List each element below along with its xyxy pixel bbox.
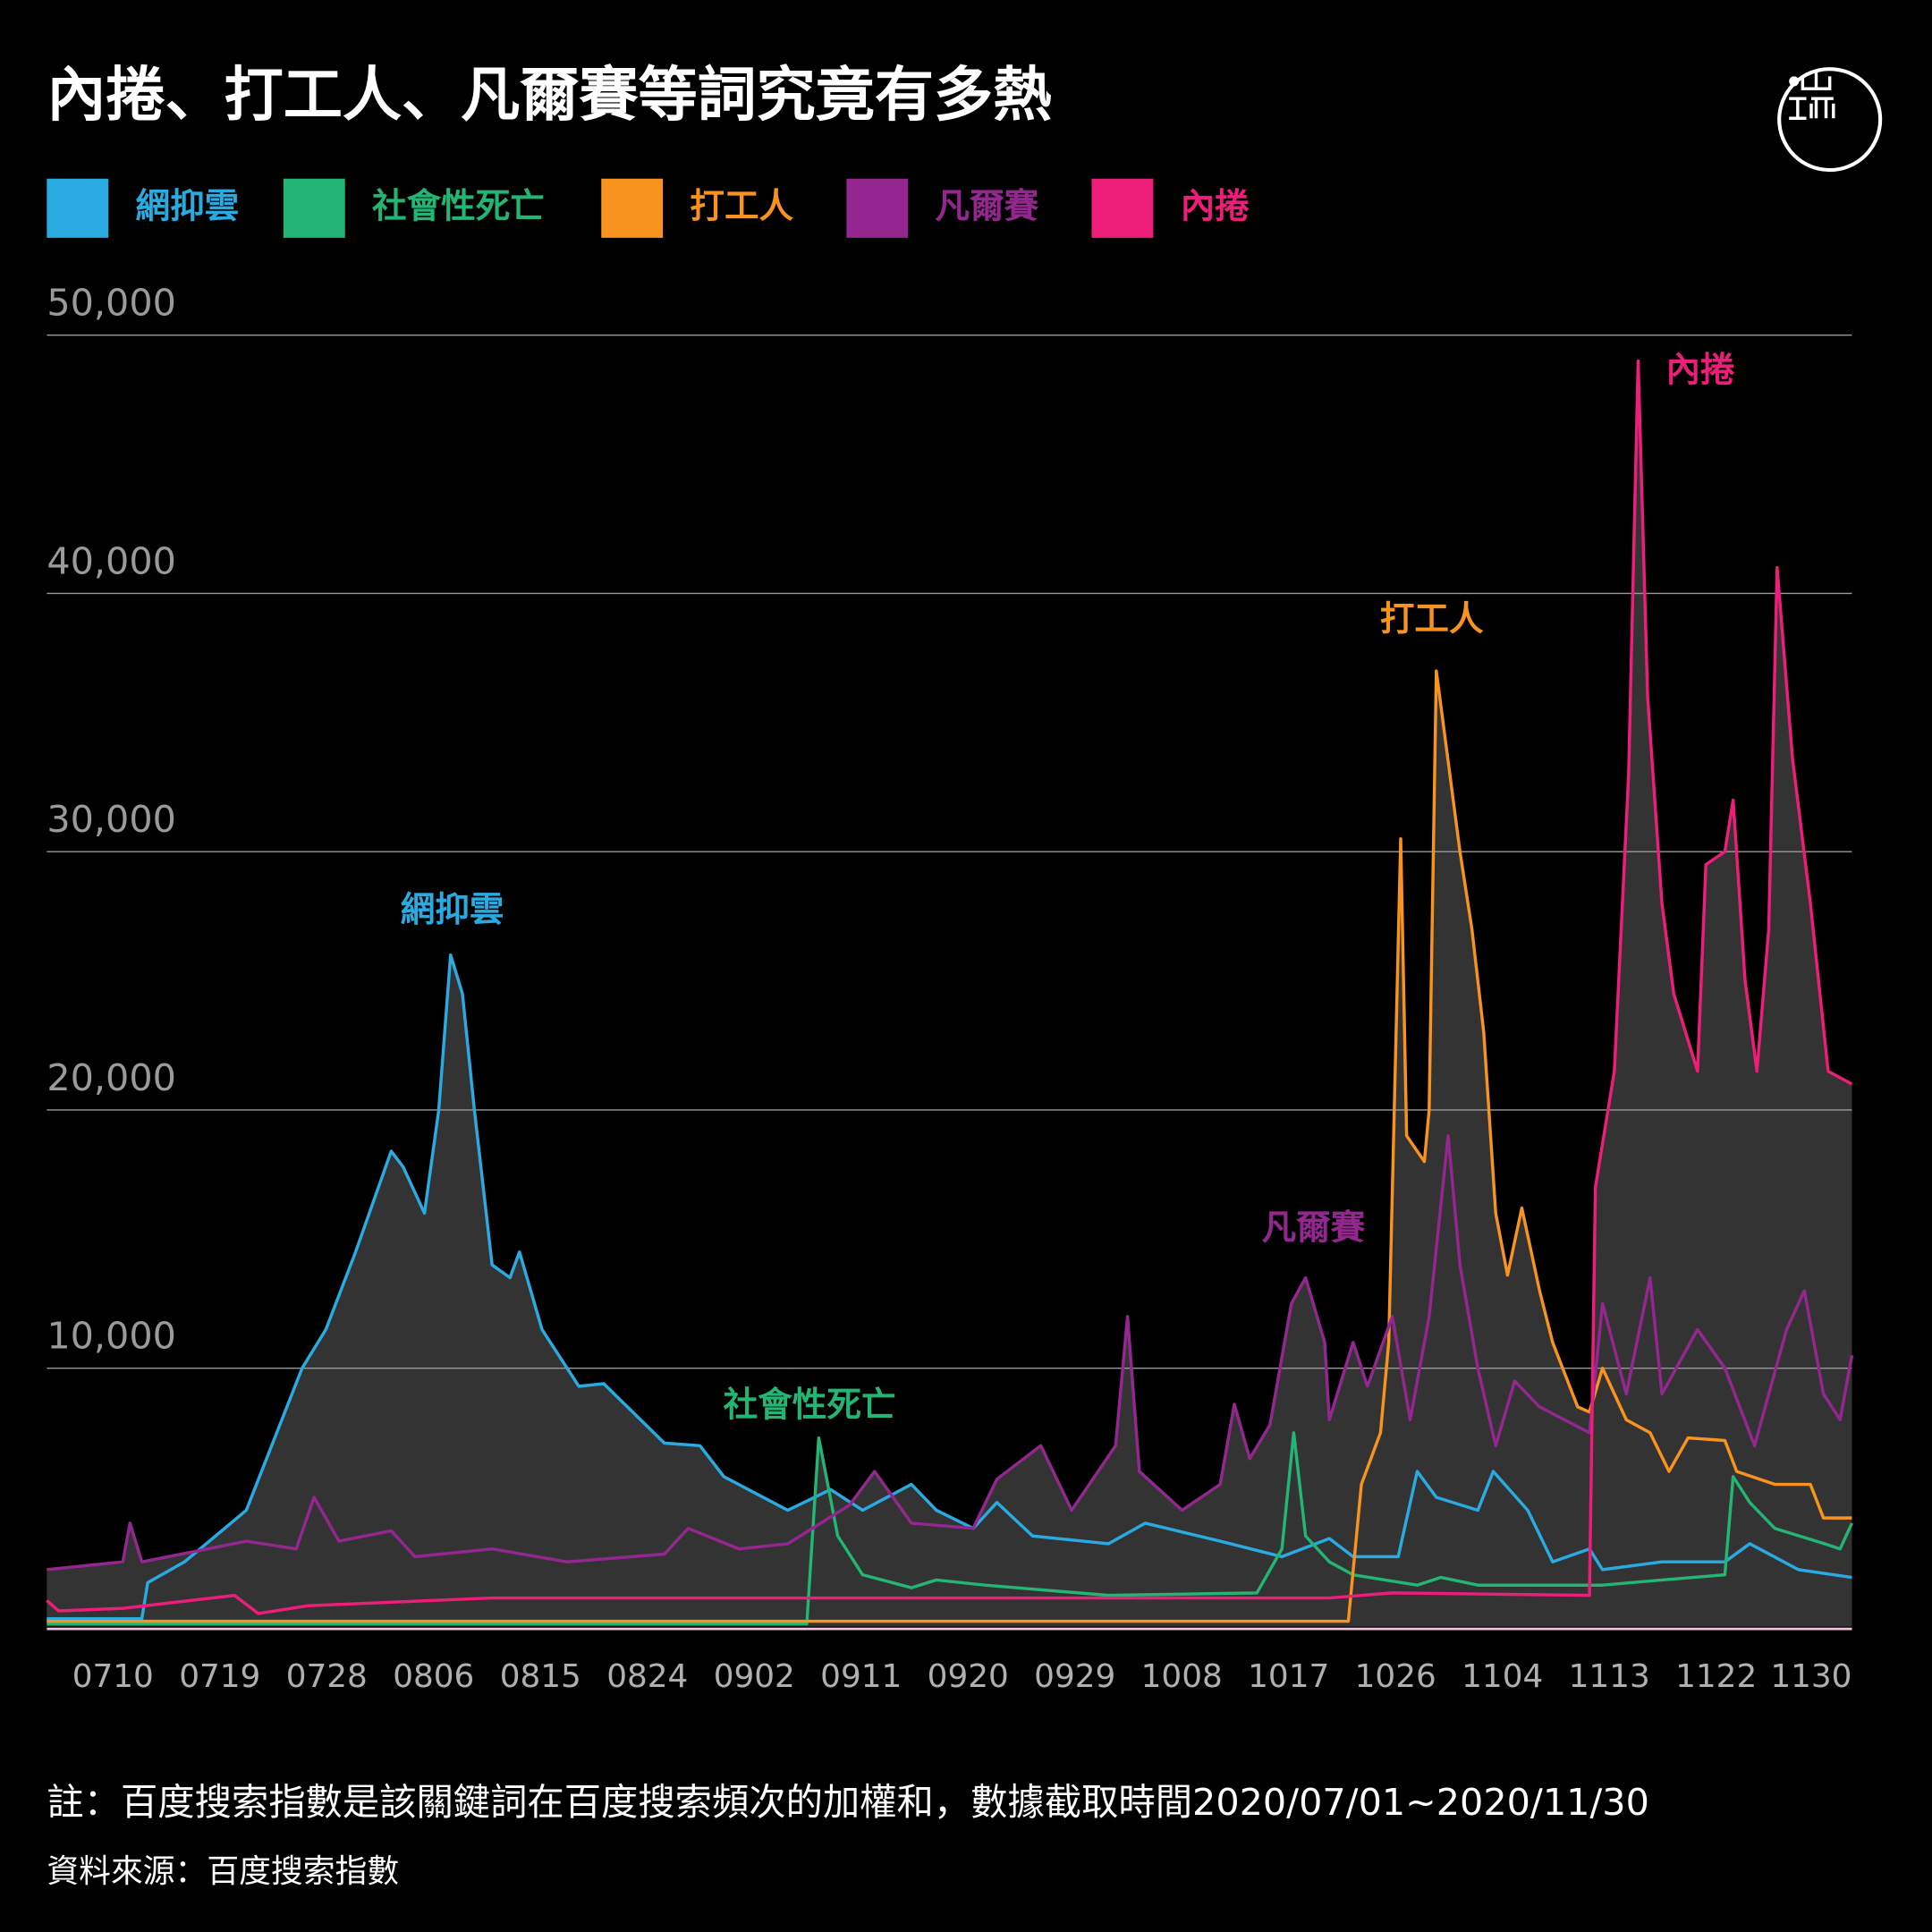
x-tick-label: 1130 <box>1770 1658 1852 1695</box>
x-tick-label: 0815 <box>500 1658 581 1695</box>
grid <box>47 335 1852 1369</box>
series-line <box>47 953 1852 1621</box>
x-tick-label: 0806 <box>393 1658 474 1695</box>
y-tick-label: 40,000 <box>47 539 176 582</box>
legend-swatch <box>846 178 909 238</box>
legend-swatch <box>1091 178 1154 238</box>
x-tick-label: 1008 <box>1141 1658 1223 1695</box>
x-tick-label: 0824 <box>606 1658 688 1695</box>
x-tick-label: 0902 <box>714 1658 795 1695</box>
series-annotation: 內捲 <box>1665 351 1735 391</box>
x-tick-label: 0920 <box>928 1658 1009 1695</box>
series-area <box>47 1135 1852 1627</box>
legend-label: 凡爾賽 <box>936 186 1039 226</box>
x-tick-label: 0929 <box>1034 1658 1115 1695</box>
series-annotation: 凡爾賽 <box>1262 1208 1366 1248</box>
x-tick-label: 0728 <box>286 1658 368 1695</box>
y-tick-label: 20,000 <box>47 1056 176 1099</box>
x-tick-label: 0911 <box>820 1658 902 1695</box>
legend-swatch <box>601 178 664 238</box>
legend-label: 內捲 <box>1181 186 1250 226</box>
series-line <box>47 1431 1854 1626</box>
lines <box>46 359 1854 1626</box>
x-tick-label: 1104 <box>1462 1658 1543 1695</box>
series-annotation: 網抑雲 <box>401 890 504 930</box>
x-tick-label: 1017 <box>1248 1658 1329 1695</box>
logo <box>1777 67 1883 173</box>
x-tick-label: 1026 <box>1355 1658 1436 1695</box>
series-annotation: 社會性死亡 <box>724 1385 896 1426</box>
series-line <box>46 359 1853 1615</box>
legend-swatch <box>47 178 109 238</box>
series-annotation: 打工人 <box>1380 599 1484 640</box>
y-tick-label: 50,000 <box>47 282 176 325</box>
x-tick-label: 1113 <box>1569 1658 1650 1695</box>
y-tick-label: 10,000 <box>47 1315 176 1358</box>
legend-label: 打工人 <box>690 186 793 226</box>
legend-swatch <box>283 178 345 238</box>
series-area <box>47 954 1852 1627</box>
series-area <box>47 360 1852 1627</box>
x-tick-label: 0719 <box>179 1658 260 1695</box>
series-line <box>47 1134 1854 1572</box>
x-tick-label: 0710 <box>72 1658 154 1695</box>
legend-label: 社會性死亡 <box>372 186 545 226</box>
y-tick-label: 30,000 <box>47 798 176 841</box>
chart-title: 內捲、打工人、凡爾賽等詞究竟有多熱 <box>47 60 1052 129</box>
source: 資料來源：百度搜索指數 <box>47 1853 399 1890</box>
x-tick-label: 1122 <box>1675 1658 1757 1695</box>
note: 註：百度搜索指數是該關鍵詞在百度搜索頻次的加權和，數據截取時間2020/07/0… <box>47 1781 1649 1824</box>
legend-label: 網抑雲 <box>136 186 240 226</box>
series-line <box>47 669 1852 1623</box>
